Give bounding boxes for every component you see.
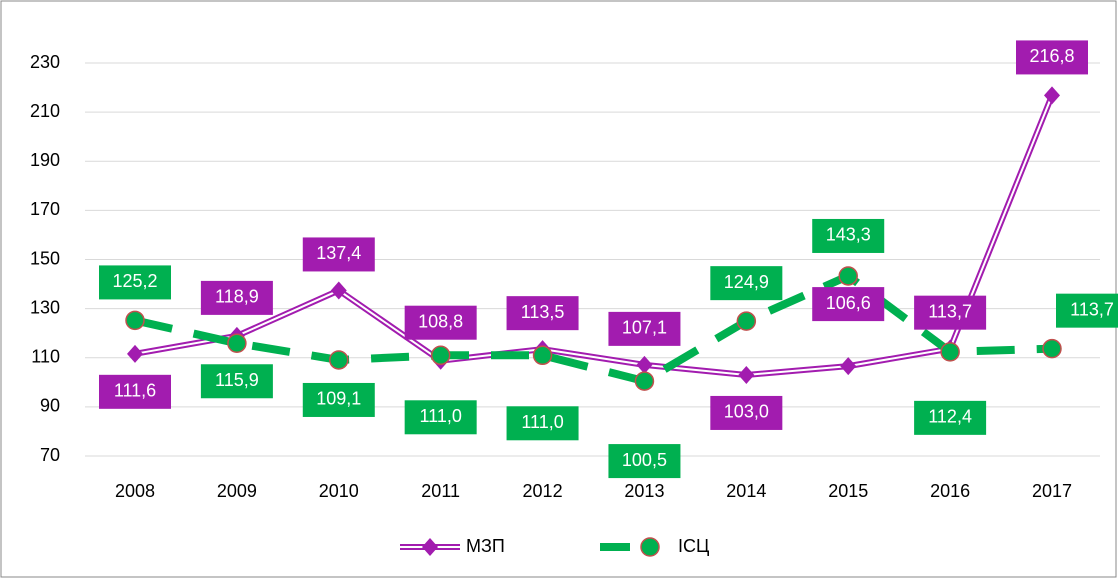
- data-label: 137,4: [316, 243, 361, 263]
- data-label-box: [404, 305, 477, 340]
- x-tick-label: 2016: [930, 481, 970, 501]
- y-tick-label: 210: [30, 101, 60, 121]
- y-tick-label: 130: [30, 297, 60, 317]
- x-tick-label: 2010: [319, 481, 359, 501]
- x-tick-label: 2014: [726, 481, 766, 501]
- marker: [736, 311, 757, 331]
- data-label-box: [506, 296, 579, 331]
- data-label-box: [99, 374, 171, 409]
- data-label: 100,5: [622, 450, 667, 470]
- data-label-box: [608, 311, 681, 346]
- data-label-box: [506, 406, 579, 441]
- data-label-box: [812, 218, 885, 253]
- y-tick-label: 190: [30, 150, 60, 170]
- legend-marker: [422, 538, 438, 556]
- marker: [840, 357, 857, 376]
- data-label-box: [812, 287, 885, 322]
- x-tick-label: 2012: [523, 481, 563, 501]
- data-label-box: [302, 382, 375, 417]
- data-label-box: [404, 400, 477, 435]
- data-label-box: [200, 364, 273, 399]
- marker: [125, 310, 145, 331]
- marker: [838, 266, 858, 286]
- x-tick-label: 2009: [217, 481, 257, 501]
- x-tick-label: 2017: [1032, 481, 1072, 501]
- y-tick-label: 110: [31, 347, 60, 367]
- data-label: 125,2: [112, 271, 157, 291]
- data-label-box: [99, 265, 171, 300]
- x-tick-label: 2008: [115, 481, 155, 501]
- marker: [329, 350, 349, 370]
- data-label-box: [1016, 40, 1088, 75]
- x-tick-label: 2011: [421, 481, 460, 501]
- marker: [940, 342, 960, 362]
- data-label: 107,1: [622, 318, 667, 338]
- marker: [127, 344, 143, 363]
- data-label: 113,7: [928, 301, 972, 321]
- data-label: 111,0: [521, 412, 563, 432]
- x-tick-label: 2015: [828, 481, 868, 501]
- y-tick-label: 150: [30, 248, 60, 268]
- data-label: 115,9: [215, 370, 259, 390]
- data-label-box: [710, 395, 783, 430]
- data-label: 118,9: [215, 287, 259, 307]
- y-tick-label: 230: [30, 52, 60, 72]
- legend-marker: [640, 537, 660, 557]
- x-tick-label: 2013: [624, 481, 664, 501]
- y-tick-label: 90: [40, 396, 60, 416]
- data-label: 124,9: [724, 272, 769, 292]
- legend-label: МЗП: [466, 536, 505, 556]
- marker: [227, 333, 247, 354]
- marker: [532, 345, 553, 366]
- data-label-box: [710, 266, 783, 301]
- data-label-box: [914, 400, 987, 435]
- marker: [330, 281, 347, 300]
- marker: [636, 355, 653, 374]
- data-label: 113,7: [1070, 299, 1114, 319]
- data-label-box: [914, 295, 987, 330]
- series-line-inner: [134, 95, 1053, 376]
- y-tick-label: 70: [40, 445, 60, 465]
- legend-label: ІСЦ: [678, 536, 709, 556]
- data-label: 143,3: [826, 225, 871, 245]
- data-label: 216,8: [1029, 46, 1074, 66]
- data-label-box: [302, 237, 375, 272]
- data-label: 109,1: [316, 389, 361, 409]
- data-label-box: [200, 280, 273, 315]
- marker: [1044, 86, 1060, 105]
- data-label-box: [608, 444, 681, 479]
- data-label: 111,0: [419, 406, 461, 426]
- marker: [430, 345, 451, 366]
- marker: [738, 365, 755, 384]
- y-tick-label: 170: [30, 199, 60, 219]
- data-label: 108,8: [418, 311, 463, 331]
- series-line: [134, 271, 1053, 386]
- marker: [634, 371, 655, 391]
- data-label: 106,6: [826, 293, 871, 313]
- marker: [1042, 338, 1062, 359]
- data-label: 112,4: [928, 407, 972, 427]
- data-label-box: [1056, 293, 1118, 328]
- data-label: 113,5: [521, 302, 565, 322]
- data-label: 111,6: [114, 381, 156, 401]
- data-label: 103,0: [724, 402, 769, 422]
